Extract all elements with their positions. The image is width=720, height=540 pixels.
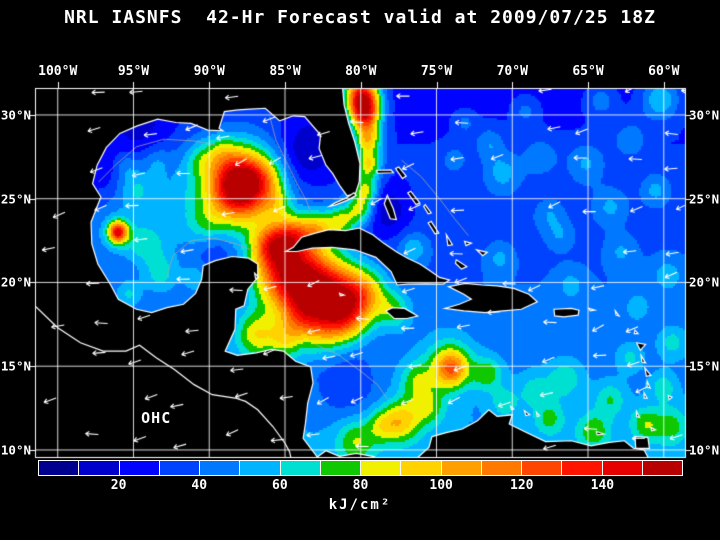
colorbar-segment <box>159 461 200 475</box>
lat-tick-label: 10°N <box>689 442 720 458</box>
lat-tick-label: 25°N <box>689 191 720 207</box>
colorbar-segment <box>642 461 682 475</box>
colorbar-segment <box>200 461 241 475</box>
colorbar-tick-labels: 20 40 60 80 100 120 140 <box>38 478 683 494</box>
colorbar-segment <box>522 461 563 475</box>
lon-tick-label: 70°W <box>496 64 528 79</box>
colorbar-tick-label: 100 <box>429 478 453 493</box>
lat-tick-label: 20°N <box>0 274 31 290</box>
lat-tick-label: 30°N <box>0 107 31 123</box>
colorbar-tick-label: 80 <box>352 478 369 493</box>
lat-tick-label: 10°N <box>0 442 31 458</box>
colorbar-unit-label: kJ/cm² <box>328 497 392 513</box>
colorbar-segment <box>79 461 120 475</box>
colorbar-segment <box>481 461 522 475</box>
colorbar-segment <box>562 461 603 475</box>
lon-tick-label: 60°W <box>648 64 680 79</box>
colorbar-segment <box>602 461 643 475</box>
lon-tick-label: 95°W <box>117 64 150 79</box>
colorbar-segment <box>280 461 321 475</box>
colorbar-segment <box>361 461 402 475</box>
lon-tick-label: 90°W <box>193 64 225 79</box>
colorbar-segment <box>39 461 80 475</box>
lat-tick-label: 30°N <box>689 107 720 123</box>
lat-tick-label: 20°N <box>689 274 720 290</box>
lon-tick-label: 80°W <box>345 64 377 79</box>
lat-tick-label: 15°N <box>689 358 720 374</box>
map-label-ohc: OHC <box>141 409 172 428</box>
colorbar-tick-label: 40 <box>191 478 208 493</box>
colorbar-segment <box>441 461 482 475</box>
lon-tick-label: 75°W <box>420 64 453 79</box>
lat-tick-label: 15°N <box>0 358 31 374</box>
colorbar-segment <box>401 461 442 475</box>
lon-tick-label: 85°W <box>269 64 301 79</box>
colorbar-segment <box>320 461 361 475</box>
colorbar-tick-label: 60 <box>272 478 288 493</box>
lon-tick-label: 65°W <box>572 64 604 79</box>
colorbar-tick-label: 20 <box>110 478 127 493</box>
lat-tick-label: 25°N <box>0 191 31 207</box>
colorbar-segment <box>240 461 281 475</box>
colorbar-tick-label: 140 <box>590 478 615 493</box>
colorbar-tick-label: 120 <box>510 478 534 493</box>
colorbar-segment <box>119 461 160 475</box>
colorbar <box>38 460 683 476</box>
lon-tick-label: 100°W <box>38 64 78 79</box>
